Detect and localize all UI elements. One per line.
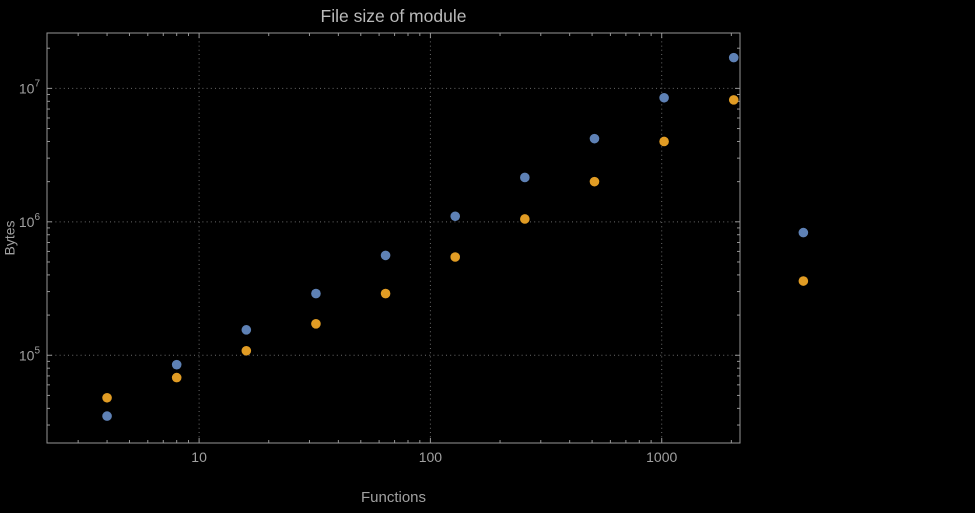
data-point-series-1 (241, 325, 252, 335)
data-point-series-1 (728, 52, 739, 63)
data-point-series-2 (380, 288, 391, 299)
y-tick-label: 105 (19, 345, 41, 363)
y-tick-label: 107 (19, 78, 41, 96)
data-point-series-2 (728, 95, 739, 105)
x-tick-label: 1000 (646, 449, 677, 465)
x-tick-label: 10 (191, 449, 207, 465)
data-point-series-1 (171, 359, 182, 370)
x-tick-label: 100 (419, 449, 443, 465)
data-point-series-1 (798, 227, 809, 238)
data-point-series-1 (450, 211, 461, 222)
data-point-series-1 (311, 288, 321, 299)
data-point-series-1 (520, 172, 530, 183)
data-point-series-2 (450, 252, 461, 262)
y-tick-label: 106 (19, 212, 41, 230)
data-point-series-2 (589, 176, 600, 187)
data-point-series-2 (241, 345, 252, 356)
data-point-series-1 (380, 250, 391, 261)
data-point-series-2 (659, 136, 669, 147)
chart-title: File size of module (320, 6, 467, 26)
data-point-series-1 (659, 92, 669, 103)
data-point-series-2 (171, 372, 182, 383)
data-point-series-1 (589, 133, 600, 144)
data-point-series-2 (798, 276, 809, 286)
x-axis-label: Functions (360, 489, 427, 506)
data-point-series-2 (102, 392, 112, 403)
plot-frame (46, 32, 741, 444)
data-point-series-2 (311, 319, 321, 329)
data-point-series-1 (102, 411, 112, 421)
data-point-series-2 (520, 214, 530, 224)
